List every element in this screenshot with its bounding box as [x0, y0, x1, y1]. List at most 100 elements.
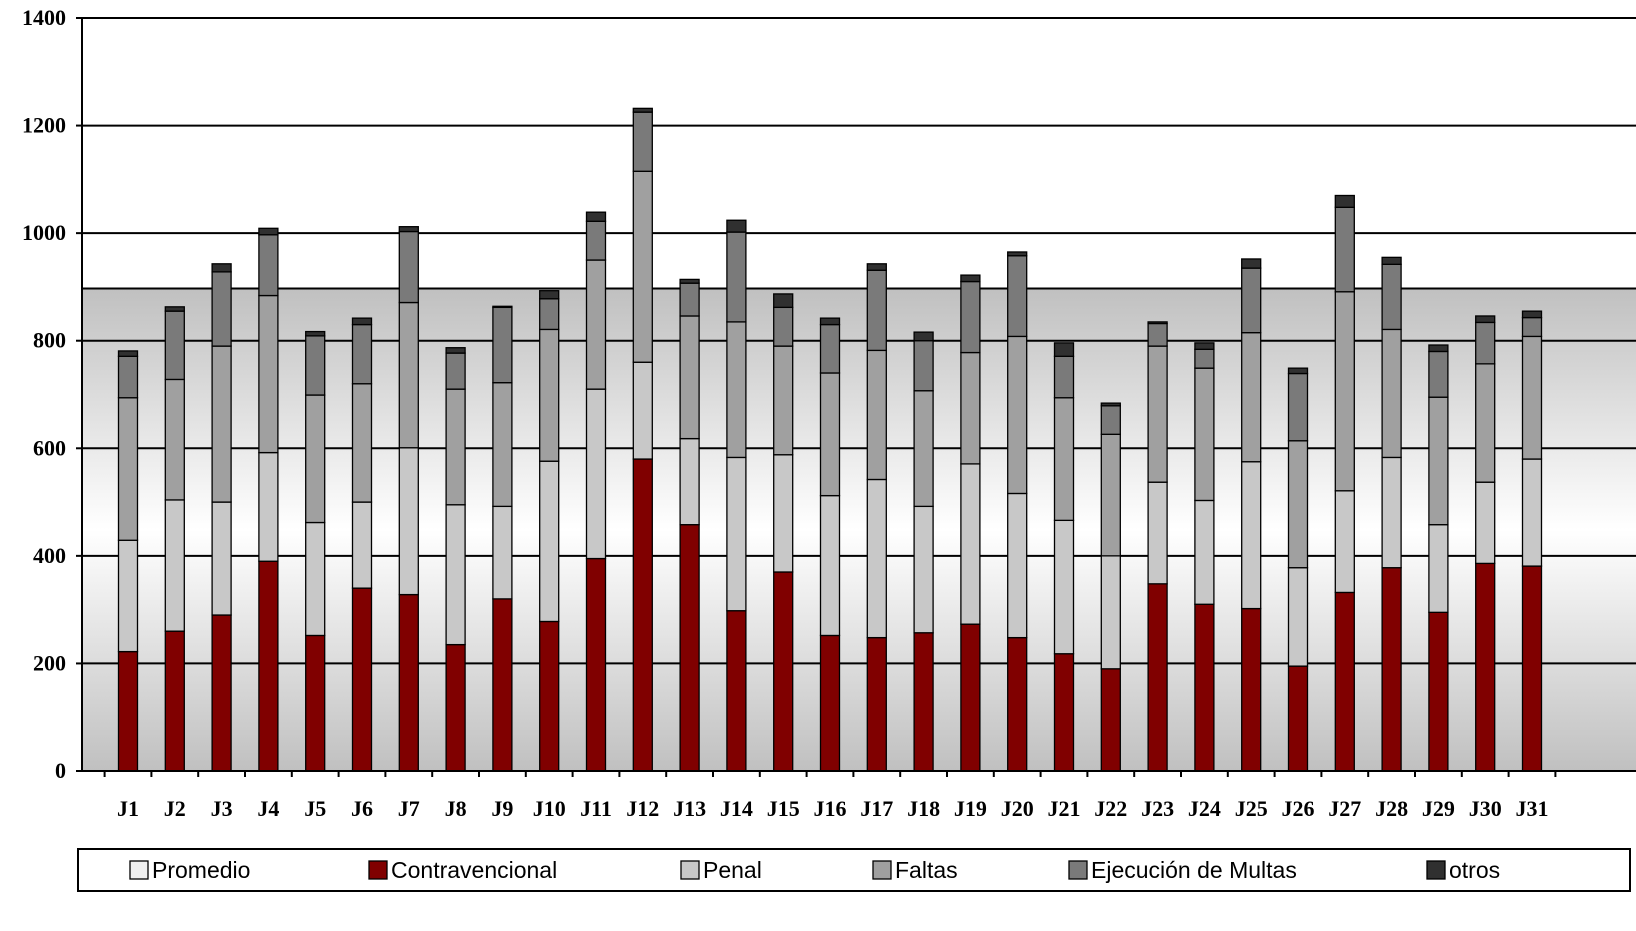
x-tick-label: J3 [211, 796, 233, 821]
bar-j31-series-3 [1521, 316, 1543, 338]
bar-j14-series-0 [726, 610, 747, 772]
y-tick-label: 800 [33, 328, 66, 353]
bar-j21-series-2 [1053, 397, 1075, 522]
bar-j19-series-1 [960, 463, 981, 625]
bar-j22-series-2 [1100, 433, 1121, 557]
x-tick-label: J23 [1141, 796, 1174, 821]
x-tick-label: J26 [1282, 796, 1315, 821]
bar-j9-series-2 [492, 382, 513, 508]
legend-box [77, 848, 1631, 892]
y-tick-label: 0 [55, 758, 66, 783]
bar-j26-series-4 [1287, 367, 1309, 375]
bar-j16-series-2 [819, 372, 841, 497]
bar-stack-j29 [1428, 344, 1449, 772]
bar-j23-series-4 [1147, 321, 1168, 325]
bar-stack-j2 [164, 306, 185, 772]
x-tick-label: J30 [1469, 796, 1502, 821]
bar-stack-j31 [1521, 310, 1543, 772]
bar-stack-j8 [445, 347, 466, 772]
x-tick-label: J20 [1001, 796, 1034, 821]
legend-label: Faltas [895, 857, 958, 883]
bar-j19-series-4 [960, 274, 981, 283]
bar-j18-series-3 [913, 340, 934, 392]
bar-j24-series-2 [1194, 367, 1215, 502]
axes [76, 17, 1636, 777]
bar-j17-series-4 [866, 263, 887, 271]
bar-j27-series-4 [1334, 194, 1355, 208]
bar-j27-series-3 [1334, 206, 1355, 293]
x-tick-label: J2 [164, 796, 186, 821]
bar-j16-series-0 [819, 634, 841, 772]
bar-j20-series-4 [1007, 251, 1028, 257]
bar-stack-j23 [1147, 321, 1168, 772]
bar-j31-series-2 [1521, 335, 1543, 460]
bar-j11-series-2 [585, 259, 607, 390]
bar-j27-series-0 [1334, 591, 1355, 772]
bar-j18-series-2 [913, 390, 934, 508]
bar-j18-series-4 [913, 331, 934, 342]
bar-j8-series-1 [445, 504, 466, 646]
bar-j6-series-2 [351, 383, 373, 503]
x-tick-label: J13 [673, 796, 706, 821]
bar-j3-series-2 [211, 345, 232, 503]
y-tick-label: 600 [33, 435, 66, 460]
bar-stack-j19 [960, 274, 981, 772]
bar-j14-series-2 [726, 321, 747, 459]
legend-entry: Contravencional [368, 857, 557, 883]
bar-j2-series-0 [164, 630, 185, 772]
bar-j16-series-4 [819, 317, 841, 326]
bar-j28-series-3 [1381, 263, 1402, 331]
bar-j7-series-3 [398, 230, 419, 304]
bar-j15-series-4 [773, 293, 794, 309]
bar-j11-series-0 [585, 557, 607, 772]
bar-j2-series-4 [164, 306, 185, 312]
bar-j22-series-0 [1100, 668, 1121, 772]
bar-j6-series-1 [351, 501, 373, 589]
bar-j15-series-1 [773, 454, 794, 573]
bar-j14-series-1 [726, 456, 747, 612]
bar-j7-series-4 [398, 226, 419, 233]
legend-entry: otros [1426, 857, 1500, 883]
bar-j24-series-1 [1194, 499, 1215, 605]
bar-j3-series-0 [211, 614, 232, 772]
legend-entry: Promedio [129, 857, 250, 883]
bar-j1-series-2 [117, 397, 139, 541]
bar-stack-j27 [1334, 194, 1355, 772]
legend-label: Penal [703, 857, 762, 883]
bar-j18-series-1 [913, 505, 934, 634]
promedio-area [82, 288, 1636, 771]
bar-j22-series-4 [1100, 402, 1121, 407]
bar-j20-series-3 [1007, 255, 1028, 338]
bar-j7-series-0 [398, 593, 419, 772]
bar-j1-series-1 [117, 539, 139, 653]
y-tick-label: 1000 [22, 220, 66, 245]
bar-j30-series-2 [1475, 363, 1496, 483]
bar-j30-series-3 [1475, 321, 1496, 365]
bar-j29-series-0 [1428, 611, 1449, 772]
bar-j13-series-2 [679, 315, 700, 440]
legend-label: Ejecución de Multas [1091, 857, 1297, 883]
bar-j17-series-2 [866, 349, 887, 481]
x-tick-label: J21 [1048, 796, 1081, 821]
y-tick-label: 400 [33, 543, 66, 568]
bar-j25-series-1 [1241, 461, 1262, 610]
bar-j5-series-2 [305, 394, 326, 524]
bar-j5-series-4 [305, 330, 326, 337]
x-tick-label: J14 [720, 796, 753, 821]
bar-j11-series-3 [585, 220, 607, 261]
bar-j4-series-3 [258, 234, 279, 297]
bar-stack-j6 [351, 317, 373, 772]
bar-stack-j21 [1053, 342, 1075, 772]
x-tick-label: J24 [1188, 796, 1221, 821]
x-tick-label: J4 [257, 796, 279, 821]
bar-j30-series-4 [1475, 315, 1496, 324]
x-tick-label: J22 [1094, 796, 1127, 821]
legend-swatch [680, 860, 700, 880]
x-tick-label: J10 [533, 796, 566, 821]
bar-j21-series-0 [1053, 653, 1075, 772]
x-tick-label: J12 [626, 796, 659, 821]
bar-j13-series-3 [679, 282, 700, 317]
bar-stack-j20 [1007, 251, 1028, 772]
bar-j17-series-0 [866, 636, 887, 772]
bar-j31-series-1 [1521, 458, 1543, 567]
